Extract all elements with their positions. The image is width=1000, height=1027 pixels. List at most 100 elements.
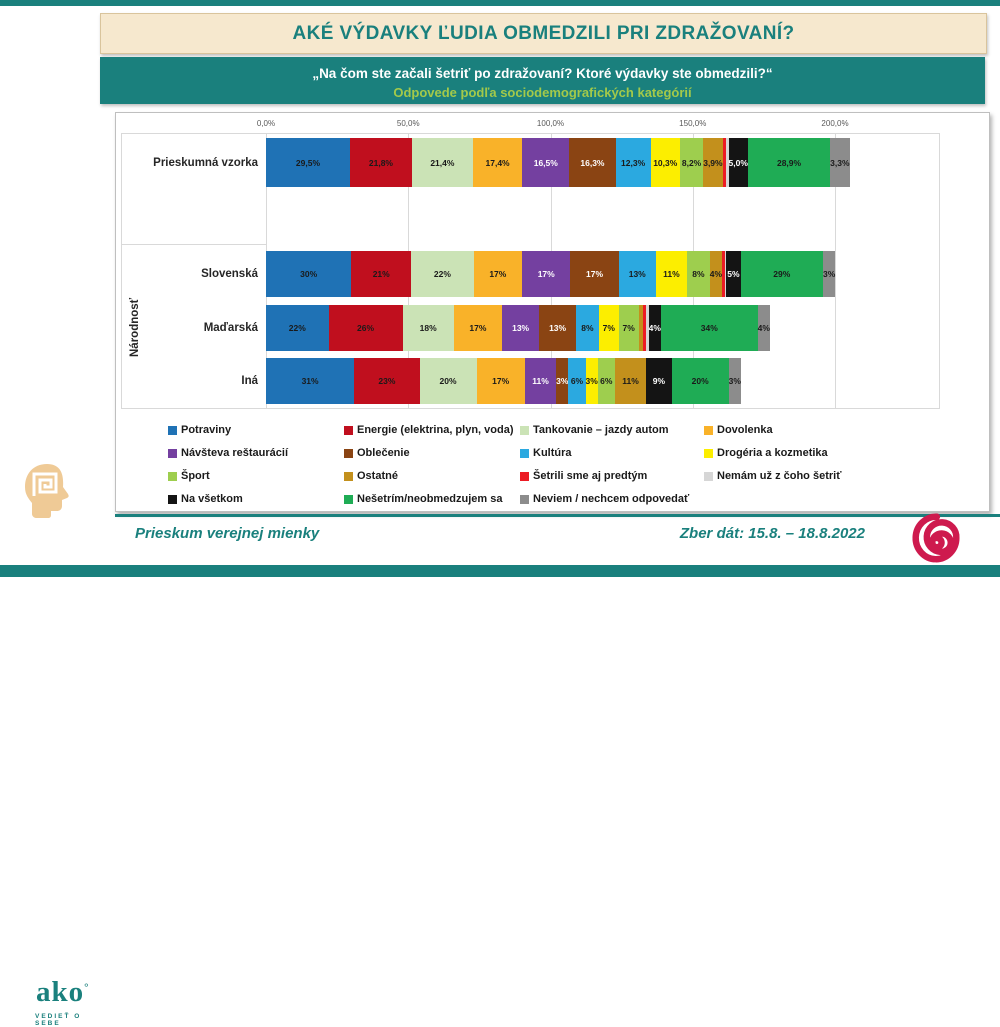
- bar-segment: 22%: [411, 251, 474, 297]
- bar-segment: 20%: [671, 358, 729, 404]
- bar-segment: 17%: [522, 251, 571, 297]
- legend-swatch-icon: [168, 471, 177, 481]
- labyrinth-brain-icon: [32, 472, 58, 496]
- bar-segment-label: 4%: [709, 269, 723, 279]
- row-label: Slovenská: [201, 268, 258, 280]
- bar-segment-label: 28,9%: [776, 157, 802, 168]
- bar-segment: 10,3%: [650, 138, 680, 187]
- bar-segment-label: 20%: [691, 376, 709, 386]
- bar-segment: 6%: [597, 358, 615, 404]
- bar-segment-label: 3,9%: [703, 157, 723, 168]
- legend-swatch-icon: [344, 471, 353, 481]
- bar-segment-label: 17%: [469, 323, 487, 333]
- bottom-accent-bar: [0, 565, 1000, 577]
- bar-segment: 3%: [823, 251, 836, 297]
- ako-tagline: VEDIEŤ O SEBE: [35, 1013, 82, 1027]
- bar-segment: [726, 138, 729, 187]
- legend-swatch-icon: [344, 448, 353, 458]
- bar-segment-label: 34%: [700, 323, 718, 333]
- bar-segment-label: 5,0%: [728, 157, 748, 168]
- axis-tick-label: 0,0%: [256, 119, 276, 128]
- bar-segment-label: 3%: [585, 376, 598, 386]
- bar-segment-label: 17%: [586, 269, 604, 279]
- legend-item: Energie (elektrina, plyn, voda): [344, 423, 514, 437]
- bar-segment: 7%: [618, 305, 639, 351]
- survey-question: „Na čom ste začali šetriť po zdražovaní?…: [312, 66, 773, 81]
- bar-segment-label: 31%: [301, 376, 319, 386]
- bar-segment: 21,4%: [411, 138, 473, 187]
- subtitle-note: Odpovede podľa sociodemografických kateg…: [393, 85, 692, 100]
- bar-segment-label: 13%: [628, 269, 646, 279]
- legend-item: Neviem / nechcem odpovedať: [520, 492, 689, 506]
- bar-row: 31% 23% 20% 17% 11% 3% 6% 3% 6% 11% 9% 20% 3%: [266, 358, 741, 404]
- bar-segment: 22%: [266, 305, 329, 351]
- bar-segment: 28,9%: [747, 138, 831, 187]
- bar-segment: [645, 305, 649, 351]
- bar-segment-label: 4%: [648, 323, 661, 333]
- legend-item: Drogéria a kozmetika: [704, 446, 828, 460]
- bar-segment-label: 13%: [512, 323, 530, 333]
- legend-label: Potraviny: [181, 424, 232, 436]
- legend-item: Kultúra: [520, 446, 572, 460]
- axis-tick-label: 200,0%: [821, 119, 849, 128]
- footer-divider: [115, 514, 1000, 517]
- bar-segment: 17%: [453, 305, 503, 351]
- legend-item: Ostatné: [344, 469, 398, 483]
- page-title: AKÉ VÝDAVKY ĽUDIA OBMEDZILI PRI ZDRAŽOVA…: [292, 22, 795, 44]
- head-profile-icon: [25, 464, 69, 518]
- plot-bottom-border: [121, 408, 939, 409]
- bar-segment-label: 26%: [357, 323, 375, 333]
- bar-segment: 17%: [473, 251, 523, 297]
- bar-segment-label: 5%: [727, 269, 740, 279]
- axis-tick-label: 100,0%: [536, 119, 565, 128]
- bar-segment-label: 17%: [492, 376, 510, 386]
- bar-segment: 26%: [328, 305, 403, 351]
- bar-segment: 3%: [728, 358, 741, 404]
- legend-swatch-icon: [520, 425, 529, 435]
- bar-segment-label: 16,3%: [580, 157, 605, 168]
- bar-segment-label: 22%: [433, 269, 451, 279]
- spiral-brand-icon: [912, 513, 960, 563]
- legend-label: Dovolenka: [717, 424, 773, 436]
- bar-segment-label: 3%: [728, 376, 741, 386]
- legend-label: Nešetrím/neobmedzujem sa: [357, 493, 503, 505]
- bar-segment: 17%: [476, 358, 525, 404]
- bar-segment-label: 9%: [652, 376, 666, 386]
- bar-segment: 3,3%: [830, 138, 850, 187]
- bar-segment: [722, 251, 725, 297]
- legend-label: Návšteva reštaurácií: [181, 447, 289, 459]
- legend-item: Potraviny: [168, 423, 231, 437]
- page-title-banner: AKÉ VÝDAVKY ĽUDIA OBMEDZILI PRI ZDRAŽOVA…: [100, 13, 987, 54]
- legend-swatch-icon: [168, 494, 177, 504]
- bar-row: 29,5% 21,8% 21,4% 17,4% 16,5% 16,3% 12,3% 10,3%…: [266, 138, 850, 187]
- legend-item: Nemám už z čoho šetriť: [704, 469, 841, 483]
- bar-segment: 3%: [556, 358, 569, 404]
- legend-swatch-icon: [168, 425, 177, 435]
- bar-segment: 29,5%: [266, 138, 350, 187]
- legend-label: Ostatné: [357, 470, 398, 482]
- legend-swatch-icon: [704, 425, 713, 435]
- group-axis-label: Národnosť: [129, 297, 141, 358]
- axis-tick-label: 50,0%: [396, 119, 420, 128]
- bar-segment-label: 16,5%: [533, 157, 558, 168]
- bar-segment: 4%: [648, 305, 661, 351]
- legend-label: Energie (elektrina, plyn, voda): [357, 424, 514, 436]
- bar-segment-label: 3%: [556, 376, 569, 386]
- bar-segment-label: 18%: [419, 323, 437, 333]
- bar-segment-label: 8%: [692, 269, 705, 279]
- ako-logo: ako° VEDIEŤ O SEBE: [16, 462, 108, 1027]
- legend-swatch-icon: [520, 471, 529, 481]
- registered-mark: °: [84, 981, 90, 994]
- row-label: Prieskumná vzorka: [153, 156, 258, 169]
- legend-label: Šport: [181, 470, 210, 482]
- bar-segment-label: 23%: [378, 376, 396, 386]
- legend-swatch-icon: [520, 448, 529, 458]
- bar-segment: 12,3%: [615, 138, 651, 187]
- category-separator-line: [121, 244, 266, 245]
- bar-segment: 20%: [419, 358, 477, 404]
- bar-segment: 21%: [351, 251, 412, 297]
- bar-segment-label: 17,4%: [485, 157, 510, 168]
- bar-segment-label: 3,3%: [830, 157, 850, 168]
- footer-right-text: Zber dát: 15.8. – 18.8.2022: [679, 525, 865, 542]
- bar-segment: 11%: [655, 251, 687, 297]
